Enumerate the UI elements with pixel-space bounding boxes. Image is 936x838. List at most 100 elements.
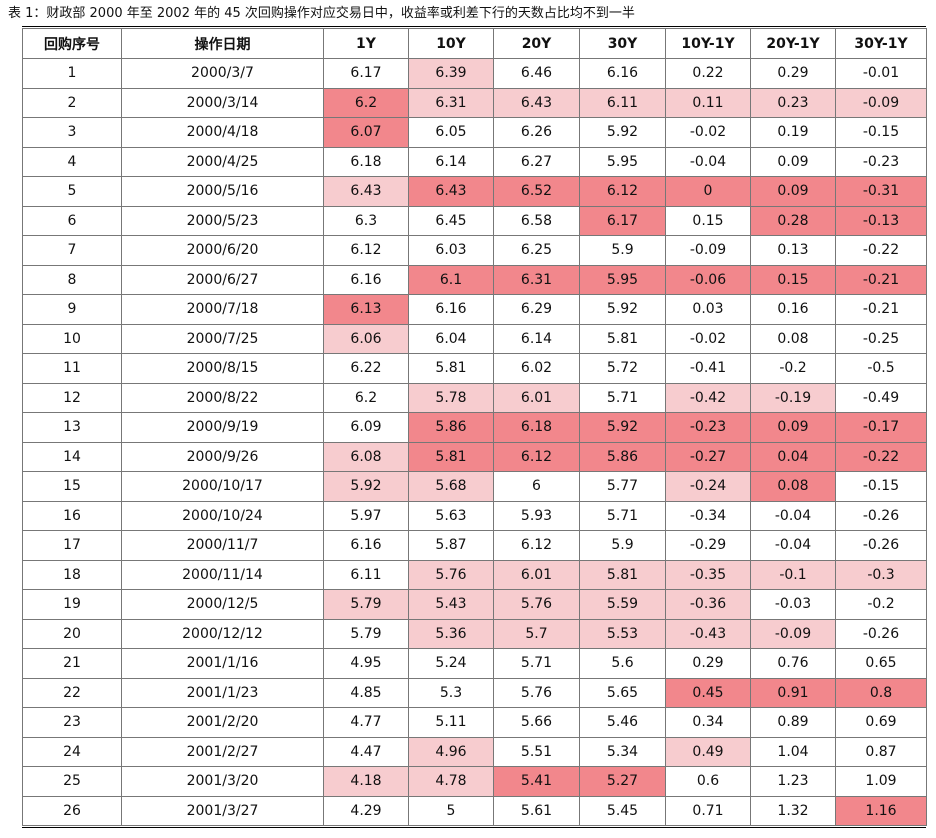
- table-row: 5 2000/5/16 6.43 6.43 6.52 6.12 0 0.09 -0.31: [22, 176, 927, 207]
- cell-1y: 5.79: [323, 589, 409, 620]
- table-header-row: 回购序号 操作日期 1Y 10Y 20Y 30Y 10Y-1Y 20Y-1Y 3…: [22, 28, 927, 59]
- cell-20y: 6.02: [493, 353, 580, 384]
- repo-operations-table: 回购序号 操作日期 1Y 10Y 20Y 30Y 10Y-1Y 20Y-1Y 3…: [22, 28, 927, 826]
- cell-operation-date: 2000/8/15: [121, 353, 324, 384]
- cell-20y-1y: 0.29: [750, 58, 836, 89]
- cell-10y-1y: 0.03: [665, 294, 751, 325]
- cell-repo-number: 18: [22, 559, 122, 590]
- cell-repo-number: 2: [22, 87, 122, 118]
- cell-20y: 6.31: [493, 264, 580, 295]
- cell-30y-1y: -0.17: [835, 412, 927, 443]
- column-header-10y: 10Y: [408, 28, 494, 59]
- cell-30y-1y: -0.3: [835, 559, 927, 590]
- cell-20y-1y: 0.08: [750, 471, 836, 502]
- cell-20y: 5.41: [493, 766, 580, 797]
- cell-1y: 4.18: [323, 766, 409, 797]
- cell-repo-number: 14: [22, 441, 122, 472]
- cell-20y: 5.76: [493, 589, 580, 620]
- column-header-10y-1y: 10Y-1Y: [665, 28, 751, 59]
- table-row: 18 2000/11/14 6.11 5.76 6.01 5.81 -0.35 -0.1 -0.…: [22, 559, 927, 590]
- cell-30y: 5.53: [579, 618, 666, 649]
- cell-10y: 5: [408, 795, 494, 826]
- cell-10y-1y: -0.35: [665, 559, 751, 590]
- cell-10y: 5.81: [408, 353, 494, 384]
- table-row: 9 2000/7/18 6.13 6.16 6.29 5.92 0.03 0.16 -0.21: [22, 294, 927, 325]
- cell-30y-1y: -0.01: [835, 58, 927, 89]
- cell-20y-1y: 0.08: [750, 323, 836, 354]
- cell-30y: 5.9: [579, 530, 666, 561]
- cell-operation-date: 2000/12/12: [121, 618, 324, 649]
- table-row: 6 2000/5/23 6.3 6.45 6.58 6.17 0.15 0.28 -0.13: [22, 205, 927, 236]
- cell-20y-1y: 0.04: [750, 441, 836, 472]
- cell-10y-1y: -0.29: [665, 530, 751, 561]
- cell-20y-1y: 0.09: [750, 412, 836, 443]
- column-header-repo-number: 回购序号: [22, 28, 122, 59]
- cell-1y: 6.12: [323, 235, 409, 266]
- cell-repo-number: 12: [22, 382, 122, 413]
- column-header-30y: 30Y: [579, 28, 666, 59]
- cell-operation-date: 2000/10/17: [121, 471, 324, 502]
- cell-10y-1y: 0.71: [665, 795, 751, 826]
- table-body: 1 2000/3/7 6.17 6.39 6.46 6.16 0.22 0.29 -0.01 2 2…: [22, 58, 927, 826]
- cell-30y-1y: -0.13: [835, 205, 927, 236]
- caption-rule: [22, 26, 926, 27]
- cell-1y: 6.13: [323, 294, 409, 325]
- cell-30y: 6.12: [579, 176, 666, 207]
- cell-30y: 5.46: [579, 707, 666, 738]
- cell-repo-number: 10: [22, 323, 122, 354]
- cell-1y: 6.18: [323, 146, 409, 177]
- cell-10y-1y: -0.36: [665, 589, 751, 620]
- cell-10y: 6.16: [408, 294, 494, 325]
- cell-repo-number: 7: [22, 235, 122, 266]
- cell-repo-number: 25: [22, 766, 122, 797]
- cell-20y: 5.66: [493, 707, 580, 738]
- cell-20y-1y: 0.23: [750, 87, 836, 118]
- cell-1y: 6.3: [323, 205, 409, 236]
- cell-10y: 5.68: [408, 471, 494, 502]
- cell-20y: 5.71: [493, 648, 580, 679]
- cell-30y: 6.17: [579, 205, 666, 236]
- table-row: 17 2000/11/7 6.16 5.87 6.12 5.9 -0.29 -0.04 -0.2…: [22, 530, 927, 561]
- cell-10y: 6.05: [408, 117, 494, 148]
- cell-20y-1y: 0.09: [750, 146, 836, 177]
- cell-30y-1y: -0.25: [835, 323, 927, 354]
- cell-20y-1y: 0.16: [750, 294, 836, 325]
- cell-10y-1y: -0.41: [665, 353, 751, 384]
- cell-1y: 6.43: [323, 176, 409, 207]
- cell-30y: 6.16: [579, 58, 666, 89]
- cell-30y-1y: -0.2: [835, 589, 927, 620]
- cell-10y: 6.31: [408, 87, 494, 118]
- cell-20y: 6.01: [493, 382, 580, 413]
- cell-operation-date: 2001/3/20: [121, 766, 324, 797]
- table-row: 16 2000/10/24 5.97 5.63 5.93 5.71 -0.34 -0.04 -0…: [22, 500, 927, 531]
- cell-operation-date: 2001/1/16: [121, 648, 324, 679]
- cell-30y-1y: 0.69: [835, 707, 927, 738]
- cell-20y-1y: -0.03: [750, 589, 836, 620]
- cell-20y-1y: -0.1: [750, 559, 836, 590]
- cell-repo-number: 23: [22, 707, 122, 738]
- cell-operation-date: 2000/5/23: [121, 205, 324, 236]
- cell-10y-1y: 0.49: [665, 736, 751, 767]
- cell-20y-1y: -0.09: [750, 618, 836, 649]
- cell-20y-1y: -0.04: [750, 530, 836, 561]
- table-row: 1 2000/3/7 6.17 6.39 6.46 6.16 0.22 0.29 -0.01: [22, 58, 927, 89]
- cell-20y-1y: 0.76: [750, 648, 836, 679]
- cell-30y: 5.34: [579, 736, 666, 767]
- cell-30y: 5.77: [579, 471, 666, 502]
- table-row: 4 2000/4/25 6.18 6.14 6.27 5.95 -0.04 0.09 -0.23: [22, 146, 927, 177]
- table-row: 13 2000/9/19 6.09 5.86 6.18 5.92 -0.23 0.09 -0.1…: [22, 412, 927, 443]
- cell-1y: 6.16: [323, 264, 409, 295]
- cell-30y-1y: 0.65: [835, 648, 927, 679]
- table-row: 22 2001/1/23 4.85 5.3 5.76 5.65 0.45 0.91 0.8: [22, 677, 927, 708]
- cell-1y: 6.07: [323, 117, 409, 148]
- cell-repo-number: 4: [22, 146, 122, 177]
- cell-30y: 5.92: [579, 294, 666, 325]
- table-row: 12 2000/8/22 6.2 5.78 6.01 5.71 -0.42 -0.19 -0.4…: [22, 382, 927, 413]
- cell-operation-date: 2000/5/16: [121, 176, 324, 207]
- table-row: 25 2001/3/20 4.18 4.78 5.41 5.27 0.6 1.23 1.09: [22, 766, 927, 797]
- table-row: 7 2000/6/20 6.12 6.03 6.25 5.9 -0.09 0.13 -0.22: [22, 235, 927, 266]
- table-row: 8 2000/6/27 6.16 6.1 6.31 5.95 -0.06 0.15 -0.21: [22, 264, 927, 295]
- cell-1y: 4.95: [323, 648, 409, 679]
- cell-10y: 5.86: [408, 412, 494, 443]
- cell-10y: 6.04: [408, 323, 494, 354]
